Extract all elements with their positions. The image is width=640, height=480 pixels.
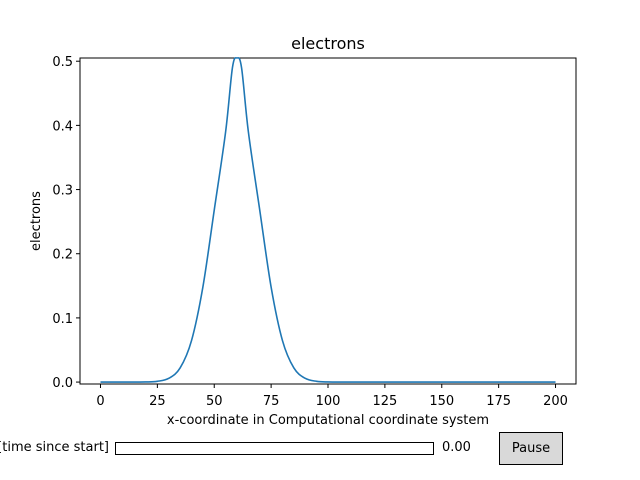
y-tick-label: 0.4	[52, 119, 73, 134]
plot-area	[79, 57, 577, 385]
y-tick-label: 0.1	[52, 312, 73, 327]
x-axis-ticks: 0 25 50 75 100 125 150 175 200	[96, 384, 568, 409]
y-axis-label: electrons	[29, 191, 44, 251]
chart-title: electrons	[291, 34, 365, 53]
y-tick-label: 0.0	[52, 376, 73, 391]
x-axis-label: x-coordinate in Computational coordinate…	[167, 413, 489, 428]
y-axis-ticks: 0.0 0.1 0.2 0.3 0.4 0.5	[52, 55, 80, 391]
x-tick-label: 25	[149, 394, 166, 409]
x-tick-label: 100	[316, 394, 341, 409]
x-tick-label: 125	[372, 394, 397, 409]
y-tick-label: 0.2	[52, 248, 73, 263]
x-tick-label: 0	[96, 394, 104, 409]
slider-value: 0.00	[442, 440, 471, 455]
time-slider[interactable]	[115, 442, 434, 455]
x-tick-label: 175	[486, 394, 511, 409]
electrons-series-line	[100, 56, 556, 383]
pause-button[interactable]: Pause	[499, 432, 563, 465]
x-tick-label: 50	[206, 394, 223, 409]
x-tick-label: 75	[263, 394, 280, 409]
x-tick-label: 150	[429, 394, 454, 409]
y-tick-label: 0.5	[52, 55, 73, 70]
slider-label: [time since start]	[0, 440, 109, 455]
y-tick-label: 0.3	[52, 184, 73, 199]
x-tick-label: 200	[543, 394, 568, 409]
